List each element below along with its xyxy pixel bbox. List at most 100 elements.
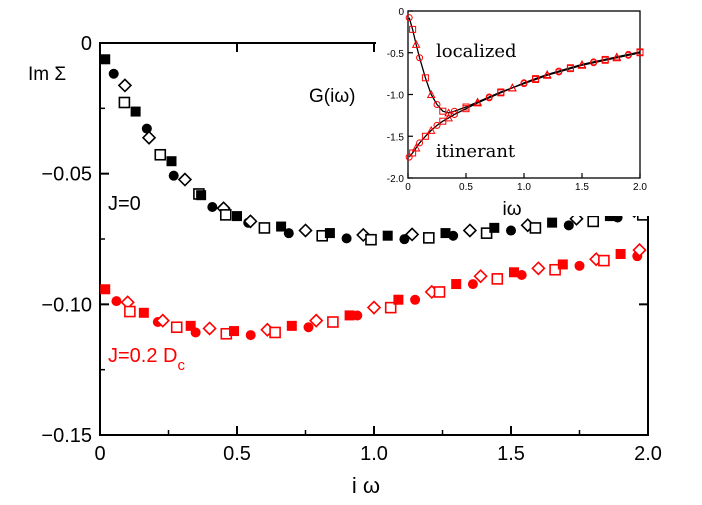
inset-y-tick-label: -2.0 [387,174,405,185]
inset-x-tick-label: 1.0 [517,182,531,193]
inset-plot-frame [407,10,641,179]
data-point [327,316,339,328]
inset-data-point [555,68,563,76]
inset-data-point [416,139,424,147]
data-point [100,54,111,65]
annotation-itinerant: itinerant [436,141,516,162]
data-point [384,301,397,314]
data-point [168,170,179,181]
inset-data-point [612,53,622,62]
data-point [509,267,519,278]
inset-data-point [450,111,458,119]
data-point [283,228,294,239]
inset-data-point [439,107,447,115]
data-point [324,228,335,239]
data-point [382,230,393,241]
inset-data-point [473,98,482,107]
data-point [480,227,493,239]
main-x-tick-label: 0 [94,443,105,465]
data-point [100,284,111,295]
data-point [529,222,542,234]
inset-x-tick-label: 1.5 [575,182,589,193]
inset-data-lines [405,14,644,161]
data-point [632,242,647,258]
inset-data-point [433,101,441,109]
data-point [170,321,183,334]
data-point [196,190,207,201]
inset-data-point [566,65,574,73]
data-point [451,279,462,290]
annotation-j02: J=0.2 Dc [108,345,185,374]
data-point [399,234,410,245]
inset-series-line [408,52,641,158]
main-x-axis-label: i ω [352,473,380,498]
data-point [440,228,451,239]
inset-x-tick-label: 0.5 [459,182,473,193]
data-point [232,211,242,222]
inset-data-point [416,54,424,62]
data-point [462,223,478,238]
data-point [276,221,287,232]
main-y-tick-label: −0.15 [41,425,92,447]
data-point [141,130,157,145]
inset-y-tick-label: -0.5 [387,49,405,60]
data-point [473,269,488,284]
data-point [303,322,314,333]
main-x-tick-label: 2.0 [634,443,662,465]
data-point [166,156,177,167]
inset-title: G(iω) [309,86,356,107]
inset-data-point [636,49,644,57]
data-point [557,259,568,270]
data-point [298,223,313,238]
data-point [155,313,170,328]
data-point [404,227,420,242]
data-point [587,215,600,228]
data-point [229,326,239,337]
data-point [124,305,136,318]
data-point [269,326,281,339]
inset-data-point [444,108,453,117]
data-point [448,230,459,241]
inset-data-point [421,132,429,140]
inset-data-point [624,51,632,59]
data-point [547,217,558,228]
data-point [410,294,421,305]
data-point [598,254,610,267]
inset-data-point [444,113,453,122]
inset-data-point [601,56,609,64]
data-point [177,172,193,187]
inset-data-point [590,59,598,67]
inset-data-point [433,121,441,129]
data-point [111,296,122,307]
inset-plot: 0 0.5 1.0 1.5 2.00-0.5-1.0-1.5-2.0 G(iω) iω … [309,2,702,220]
inset-data-point [520,80,528,88]
inset-x-tick-label: 0 [405,182,411,193]
data-point [117,78,133,93]
data-point [467,279,478,290]
inset-data-point [405,14,413,22]
main-y-tick-label: −0.10 [41,294,92,316]
inset-data-point [532,75,540,83]
data-point [108,68,119,79]
data-point [604,211,615,222]
data-point [433,286,446,298]
data-point [118,96,131,109]
annotation-j0: J=0 [108,193,141,215]
annotation-localized: localized [436,41,517,62]
data-point [516,269,527,280]
data-point [489,222,500,233]
main-plot: 0 0.5 1.0 1.5 2.0 0 −0.05 −0.10 −0.15 Im Σ i ω J… [28,33,662,498]
data-point [549,263,561,276]
data-point [258,222,271,234]
inset-y-tick-label: -1.5 [387,132,405,143]
data-point [190,327,201,338]
data-point [506,225,516,236]
data-point [245,330,256,341]
data-point [341,233,352,244]
annotation-j02-main: J=0.2 D [108,345,177,367]
inset-axis-ticks: 0 0.5 1.0 1.5 2.0 0 -0.5 -1.0 -1.5 -2.0 [387,7,648,193]
data-point [563,220,574,231]
data-point [366,300,382,315]
inset-y-tick-label: 0 [398,7,404,18]
